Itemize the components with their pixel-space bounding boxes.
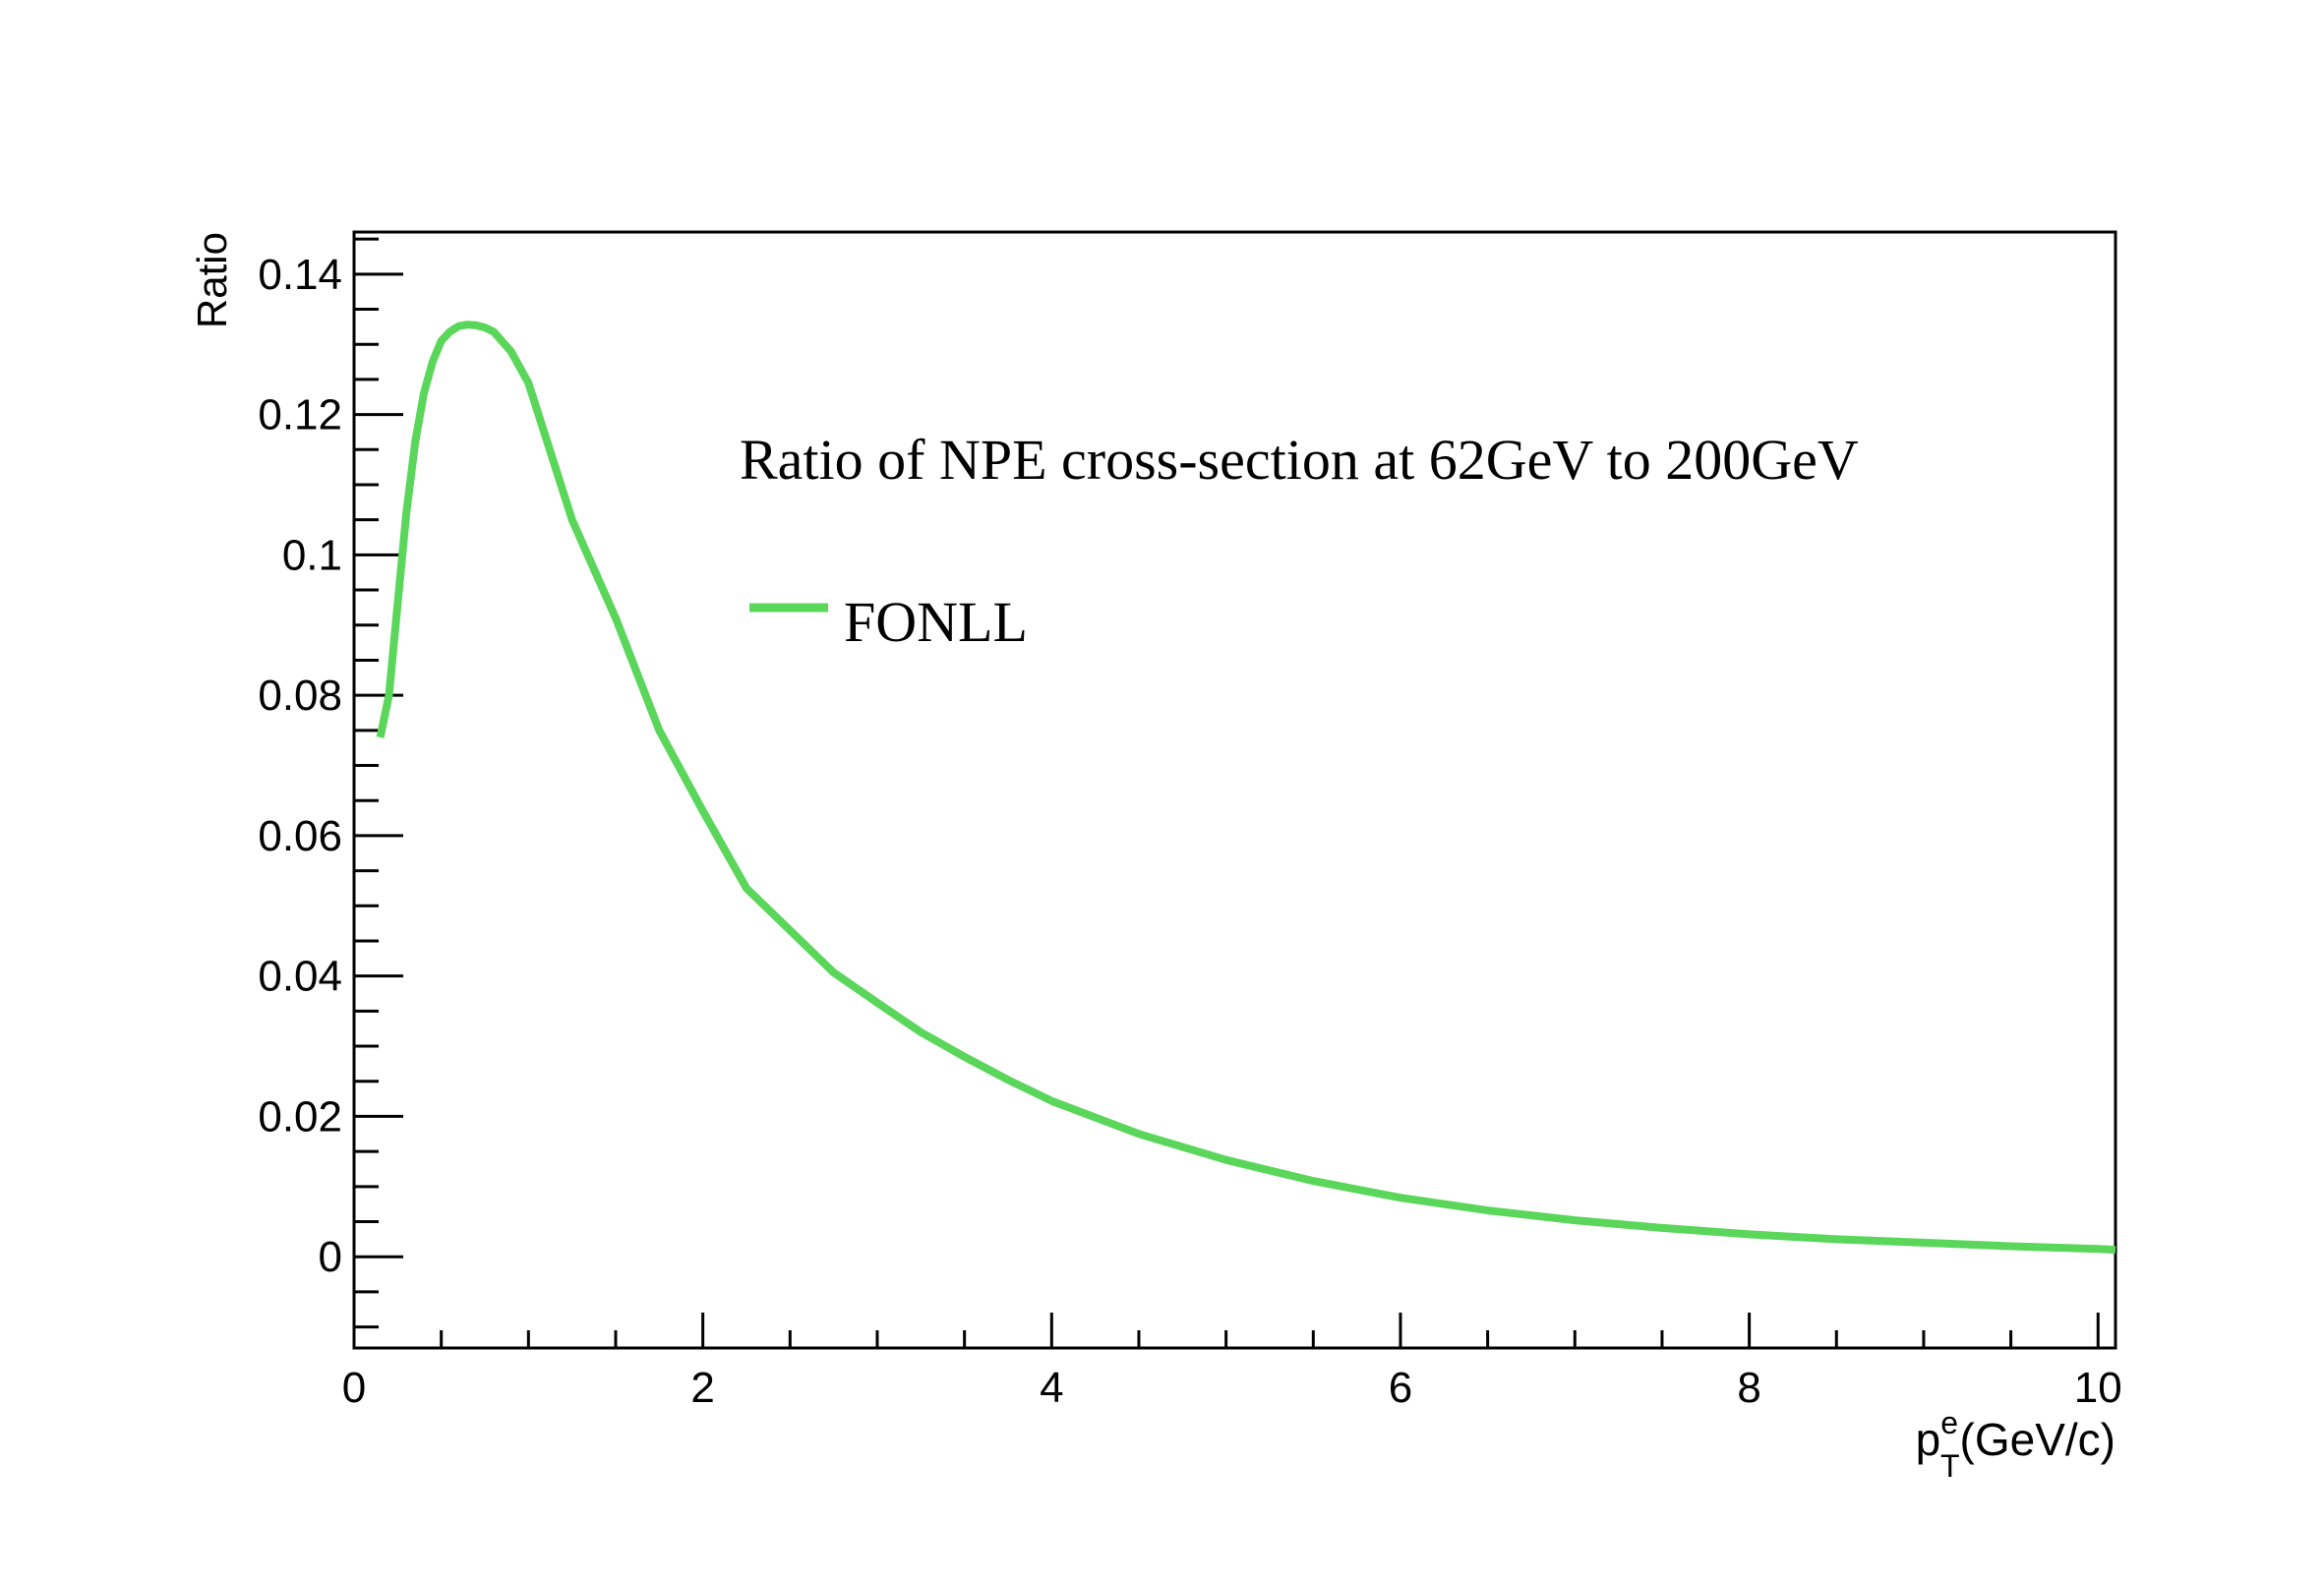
legend-entry-fonll: FONLL <box>844 590 1028 654</box>
x-axis-label-sub: T <box>1940 1448 1960 1484</box>
x-tick-label: 4 <box>1040 1364 1063 1412</box>
x-tick-label: 0 <box>342 1364 366 1412</box>
x-axis-label-main: p <box>1916 1414 1941 1465</box>
legend-header: Ratio of NPE cross-section at 62GeV to 2… <box>740 428 1859 492</box>
x-axis-label-unit: (GeV/c) <box>1960 1414 2115 1465</box>
y-tick-label: 0 <box>319 1233 342 1281</box>
y-tick-label: 0.1 <box>282 531 342 579</box>
y-tick-label: 0.08 <box>258 672 342 720</box>
x-axis-label-sup: e <box>1940 1405 1958 1440</box>
y-tick-label: 0.04 <box>258 953 342 1001</box>
x-tick-label: 6 <box>1389 1364 1412 1412</box>
x-tick-label: 10 <box>2074 1364 2122 1412</box>
plot-frame <box>352 230 2117 1350</box>
x-axis-label: pe T(GeV/c) <box>1916 1405 2115 1484</box>
x-tick-label: 2 <box>690 1364 714 1412</box>
axis-tick-labels: 0 2 4 6 8 10 0 0.02 0.04 0.06 0.08 0.1 0.12 0.14 <box>258 251 2121 1412</box>
y-tick-label: 0.02 <box>258 1092 342 1141</box>
y-tick-label: 0.12 <box>258 391 342 439</box>
y-tick-label: 0.14 <box>258 251 342 299</box>
y-axis-label: Ratio <box>189 232 235 328</box>
series-line-fonll <box>376 321 2116 1255</box>
y-tick-label: 0.06 <box>258 812 342 860</box>
x-tick-label: 8 <box>1737 1364 1760 1412</box>
axis-ticks <box>352 237 2100 1348</box>
